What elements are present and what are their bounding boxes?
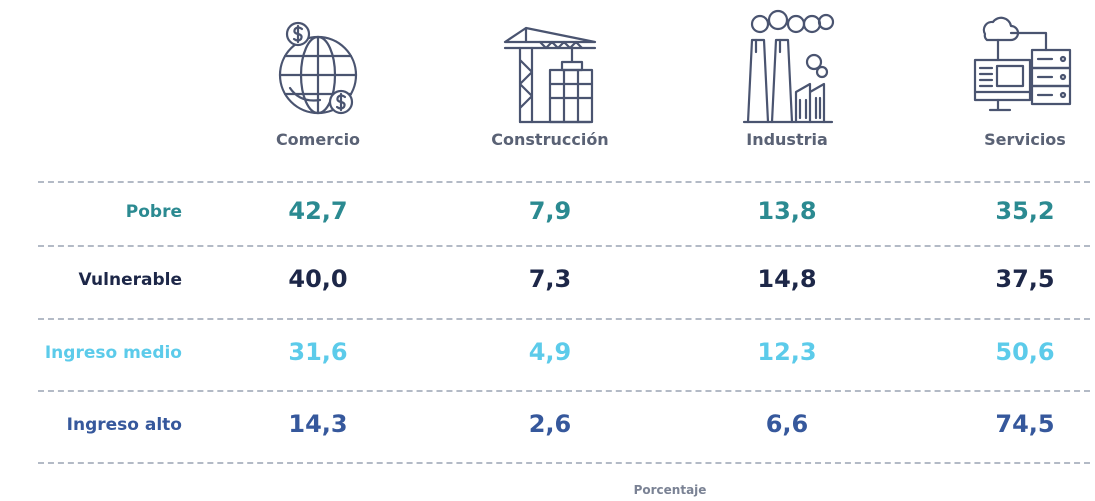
construction-icon: [503, 26, 597, 124]
cell-value: 13,8: [757, 197, 817, 225]
row-label: Pobre: [125, 202, 182, 222]
row-divider: [38, 318, 1090, 320]
row-divider: [38, 245, 1090, 247]
column-header: Comercio: [275, 130, 361, 149]
row-label: Ingreso alto: [66, 415, 182, 435]
services-icon: [973, 16, 1072, 112]
footer-note: Porcentaje: [633, 483, 707, 497]
row-divider: [38, 390, 1090, 392]
cell-value: 35,2: [995, 197, 1055, 225]
cell-value: 7,9: [528, 197, 572, 225]
cell-value: 50,6: [995, 338, 1055, 366]
cell-value: 14,3: [288, 410, 348, 438]
row-divider: [38, 181, 1090, 183]
cell-value: 12,3: [757, 338, 817, 366]
cell-value: 2,6: [528, 410, 572, 438]
cell-value: 14,8: [757, 265, 817, 293]
column-header: Construcción: [491, 130, 609, 149]
row-label: Vulnerable: [78, 270, 183, 290]
commerce-icon: [278, 21, 358, 115]
cell-value: 42,7: [288, 197, 348, 225]
row-divider: [38, 462, 1090, 464]
cell-value: 7,3: [528, 265, 572, 293]
cell-value: 31,6: [288, 338, 348, 366]
sector-icons: [278, 9, 1072, 124]
column-header: Industria: [746, 130, 828, 149]
cell-value: 6,6: [765, 410, 809, 438]
cell-value: 4,9: [528, 338, 572, 366]
cell-value: 74,5: [995, 410, 1055, 438]
cell-value: 37,5: [995, 265, 1055, 293]
column-header: Servicios: [984, 130, 1066, 149]
industry-icon: [742, 9, 835, 124]
cell-value: 40,0: [288, 265, 348, 293]
row-label: Ingreso medio: [44, 343, 182, 363]
